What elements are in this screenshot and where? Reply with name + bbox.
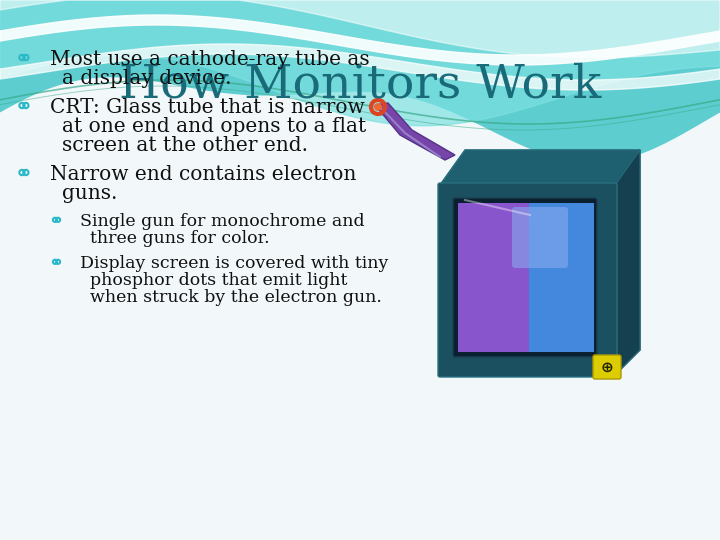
Text: guns.: guns. <box>62 184 117 203</box>
FancyBboxPatch shape <box>458 203 531 352</box>
Text: phosphor dots that emit light: phosphor dots that emit light <box>90 272 347 289</box>
FancyBboxPatch shape <box>512 207 568 268</box>
Text: at one end and opens to a flat: at one end and opens to a flat <box>62 117 366 136</box>
Circle shape <box>374 103 382 111</box>
FancyBboxPatch shape <box>529 203 594 352</box>
Polygon shape <box>0 0 720 58</box>
Text: screen at the other end.: screen at the other end. <box>62 136 308 155</box>
Polygon shape <box>440 150 640 185</box>
Text: Most use a cathode-ray tube as: Most use a cathode-ray tube as <box>50 50 369 69</box>
FancyBboxPatch shape <box>438 183 617 377</box>
Text: ⊕: ⊕ <box>600 360 613 375</box>
Text: when struck by the electron gun.: when struck by the electron gun. <box>90 289 382 306</box>
FancyBboxPatch shape <box>593 355 621 379</box>
Text: How Monitors Work: How Monitors Work <box>119 62 601 107</box>
FancyBboxPatch shape <box>453 198 597 357</box>
Text: three guns for color.: three guns for color. <box>90 230 269 247</box>
Text: Single gun for monochrome and: Single gun for monochrome and <box>80 213 364 230</box>
Text: Display screen is covered with tiny: Display screen is covered with tiny <box>80 255 388 272</box>
Text: Narrow end contains electron: Narrow end contains electron <box>50 165 356 184</box>
Text: CRT: Glass tube that is narrow: CRT: Glass tube that is narrow <box>50 98 365 117</box>
Text: a display device.: a display device. <box>62 69 232 88</box>
Polygon shape <box>615 150 640 375</box>
Polygon shape <box>375 103 455 160</box>
